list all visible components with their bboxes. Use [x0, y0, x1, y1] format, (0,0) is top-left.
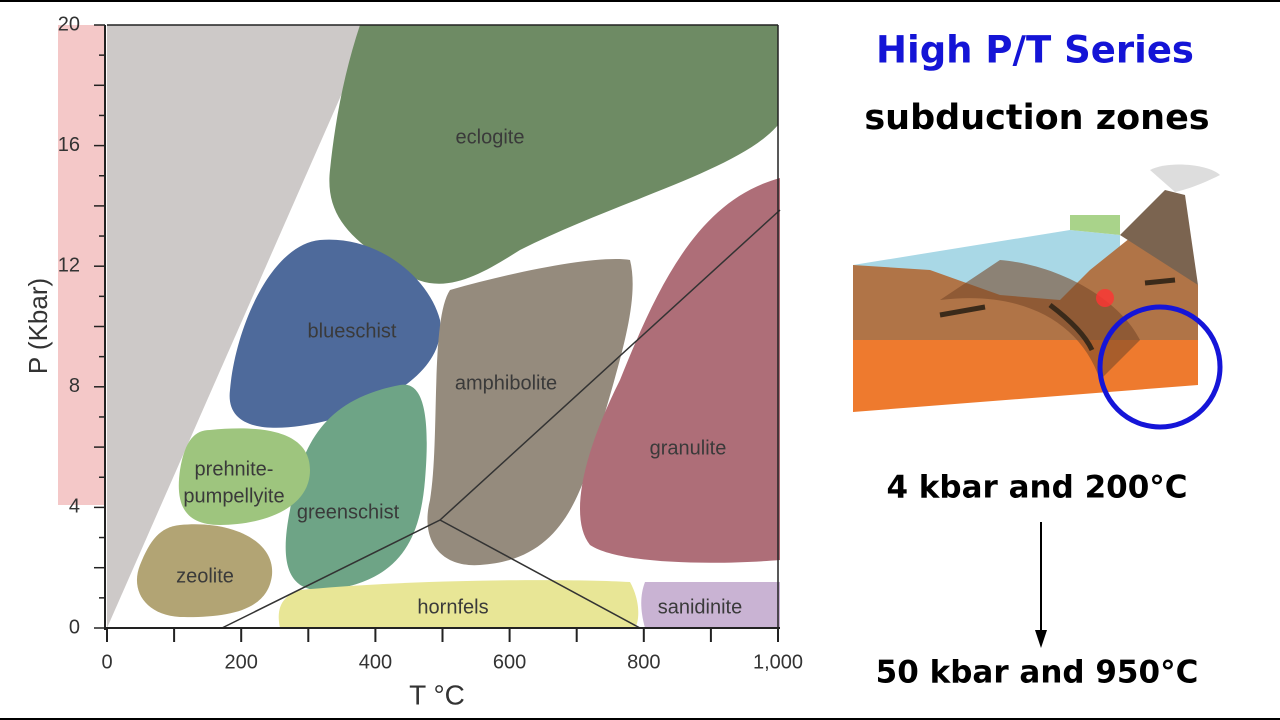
mantle — [853, 340, 1198, 412]
y-tick-label: 4 — [69, 496, 80, 518]
arrow — [1048, 303, 1095, 352]
x-tick-label: 800 — [627, 651, 660, 673]
zeolite-zone — [136, 524, 273, 618]
highlight-circle — [1097, 304, 1223, 430]
land — [1070, 215, 1120, 235]
x-axis-label: T °C — [409, 679, 465, 710]
boundary-line — [439, 519, 641, 629]
start-condition: 4 kbar and 200°C — [886, 470, 1187, 506]
facies-label: zeolite — [176, 565, 234, 587]
y-tick-label: 8 — [69, 375, 80, 397]
forbidden-zone — [107, 25, 372, 628]
end-condition: 50 kbar and 950°C — [876, 655, 1199, 691]
y-tick-label: 20 — [58, 13, 80, 35]
facies-label: amphibolite — [455, 372, 557, 394]
pressure-highlight — [58, 25, 105, 505]
facies-label: greenschist — [297, 501, 400, 523]
granulite-zone — [580, 178, 780, 563]
sanidinite-zone — [641, 582, 780, 628]
x-tick-label: 600 — [493, 651, 526, 673]
arrow-head — [1035, 630, 1047, 648]
y-tick-label: 12 — [58, 254, 80, 276]
ash-cloud — [1150, 164, 1220, 192]
x-tick-label: 0 — [101, 651, 112, 673]
volcano — [1120, 190, 1198, 285]
prehnite-zone — [178, 428, 310, 525]
x-tick-label: 200 — [225, 651, 258, 673]
facies-label: sanidinite — [658, 596, 743, 618]
facies-label: granulite — [650, 437, 727, 459]
facies-label: prehnite- — [195, 458, 274, 480]
facies-label: hornfels — [417, 596, 488, 618]
facies-label: pumpellyite — [183, 485, 284, 507]
arrow — [1144, 277, 1176, 286]
blueschist-zone — [229, 239, 441, 428]
panel-subtitle: subduction zones — [864, 98, 1209, 138]
y-axis-label: P (Kbar) — [23, 278, 53, 374]
greenschist-zone — [285, 384, 427, 591]
panel-title: High P/T Series — [876, 29, 1194, 72]
x-tick-label: 1,000 — [753, 651, 803, 673]
hornfels-zone — [278, 580, 639, 628]
melt-spot — [1096, 289, 1114, 307]
facies-label: eclogite — [456, 126, 525, 148]
y-tick-label: 16 — [58, 134, 80, 156]
x-tick-label: 400 — [359, 651, 392, 673]
arrow — [939, 304, 986, 318]
y-tick-label: 0 — [69, 616, 80, 638]
eclogite-zone — [329, 25, 778, 284]
facies-label: blueschist — [308, 320, 397, 342]
subduction-illustration — [853, 164, 1223, 430]
amphibolite-zone — [427, 259, 633, 566]
